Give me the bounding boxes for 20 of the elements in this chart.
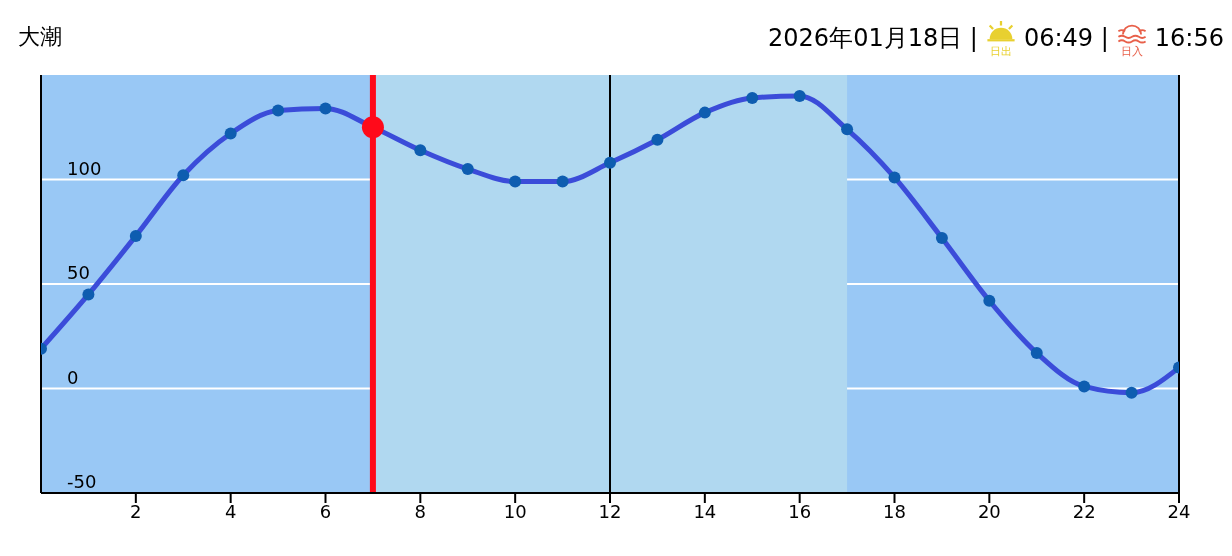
x-tick-label: 6 [319,500,332,522]
text: 16:56 [1154,24,1224,52]
text: 06:49 | [1023,24,1109,52]
y-tick-label: 100 [67,157,102,179]
x-tick-label: 14 [693,500,717,522]
x-tick-label: 22 [1072,500,1096,522]
y-tick-label: 50 [67,262,90,283]
x-tick-label: 20 [977,500,1001,522]
x-tick-label: 10 [503,500,527,522]
x-tick-label: 12 [598,500,622,522]
x-tick-label: 4 [224,500,237,522]
x-tick-label: 18 [883,500,906,522]
chart-title: 大潮 [18,23,62,51]
x-tick-label: 24 [1167,500,1191,522]
text: 2026年01月18日 | [768,23,978,54]
x-tick-label: 8 [414,500,427,522]
y-tick-label: 0 [67,366,79,388]
y-tick-label: -50 [67,471,97,492]
x-tick-label: 16 [788,500,812,522]
x-tick-label: 2 [130,500,142,522]
